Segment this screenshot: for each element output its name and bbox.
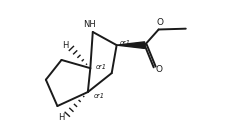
- Text: O: O: [156, 18, 163, 27]
- Text: or1: or1: [119, 40, 130, 46]
- Text: or1: or1: [93, 93, 104, 99]
- Polygon shape: [116, 42, 144, 48]
- Text: O: O: [155, 65, 162, 74]
- Text: or1: or1: [96, 63, 107, 70]
- Text: H: H: [62, 41, 68, 50]
- Text: H: H: [57, 113, 64, 122]
- Text: NH: NH: [82, 20, 95, 29]
